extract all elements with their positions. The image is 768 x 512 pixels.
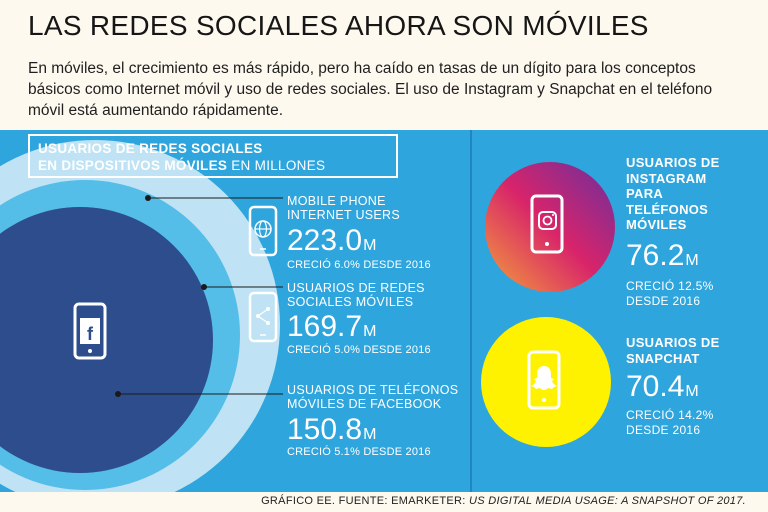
panel-header-line2-rest: EN MILLONES (227, 158, 326, 173)
instagram-phone-icon (530, 194, 564, 254)
stat-unit: M (363, 237, 377, 254)
stat-value-mobile-internet: 223.0M (287, 226, 376, 261)
instagram-number: 76.2 (626, 239, 685, 272)
page-title: LAS REDES SOCIALES AHORA SON MÓVILES (28, 10, 649, 41)
concentric-circles: f (0, 140, 615, 492)
snapchat-phone-icon (527, 350, 561, 410)
stat-growth-mobile-internet: CRECIÓ 6.0% DESDE 2016 (287, 259, 431, 271)
facebook-phone-icon: f (73, 302, 107, 360)
panel-header-line2: EN DISPOSITIVOS MÓVILES EN MILLONES (38, 157, 396, 174)
source-credit: GRÁFICO EE. FUENTE: EMARKETER: US DIGITA… (261, 495, 746, 507)
stat-value-facebook-mobile: 150.8M (287, 415, 376, 450)
stat-number: 169.7 (287, 310, 363, 343)
stat-label-line: MÓVILES DE FACEBOOK (287, 397, 442, 411)
stat-label-line: INTERNET USERS (287, 208, 401, 222)
snapchat-growth: CRECIÓ 14.2% DESDE 2016 (626, 408, 714, 437)
stat-unit: M (363, 426, 377, 443)
snapchat-value: 70.4M (626, 372, 699, 407)
stat-growth-social-mobile: CRECIÓ 5.0% DESDE 2016 (287, 344, 431, 356)
instagram-unit: M (685, 252, 699, 269)
instagram-growth: CRECIÓ 12.5% DESDE 2016 (626, 279, 714, 308)
stat-label-line: MOBILE PHONE (287, 194, 386, 208)
stat-unit: M (363, 323, 377, 340)
share-phone-icon (248, 291, 278, 343)
globe-phone-icon (248, 205, 278, 257)
snapchat-label: USUARIOS DE SNAPCHAT (626, 335, 720, 366)
stat-label-mobile-internet: MOBILE PHONE INTERNET USERS (287, 194, 400, 222)
svg-text:f: f (87, 324, 94, 344)
stat-growth-facebook-mobile: CRECIÓ 5.1% DESDE 2016 (287, 446, 431, 458)
panel-header-line2-bold: EN DISPOSITIVOS MÓVILES (38, 158, 228, 173)
stat-label-social-mobile: USUARIOS DE REDES SOCIALES MÓVILES (287, 281, 425, 309)
stat-label-line: USUARIOS DE REDES (287, 281, 425, 295)
connector-lines (115, 195, 283, 397)
stat-number: 223.0 (287, 224, 363, 257)
panel-header-line1: USUARIOS DE REDES SOCIALES (38, 141, 263, 156)
panel-divider (470, 130, 472, 492)
panel-header: USUARIOS DE REDES SOCIALES EN DISPOSITIV… (28, 134, 398, 178)
instagram-circle (485, 162, 615, 292)
stat-label-facebook-mobile: USUARIOS DE TELÉFONOS MÓVILES DE FACEBOO… (287, 383, 458, 411)
source-prefix: GRÁFICO EE. FUENTE: EMARKETER: (261, 495, 470, 507)
stat-value-social-mobile: 169.7M (287, 312, 376, 347)
page-subtitle: En móviles, el crecimiento es más rápido… (28, 60, 713, 119)
snapchat-unit: M (685, 383, 699, 400)
source-title: US DIGITAL MEDIA USAGE: A SNAPSHOT OF 20… (469, 495, 746, 507)
stat-label-line: USUARIOS DE TELÉFONOS (287, 383, 459, 397)
instagram-value: 76.2M (626, 241, 699, 276)
stat-label-line: SOCIALES MÓVILES (287, 295, 414, 309)
instagram-label: USUARIOS DE INSTAGRAM PARA TELÉFONOS MÓV… (626, 155, 720, 232)
infographic-panel: f (0, 130, 768, 492)
stat-number: 150.8 (287, 413, 363, 446)
snapchat-number: 70.4 (626, 370, 685, 403)
